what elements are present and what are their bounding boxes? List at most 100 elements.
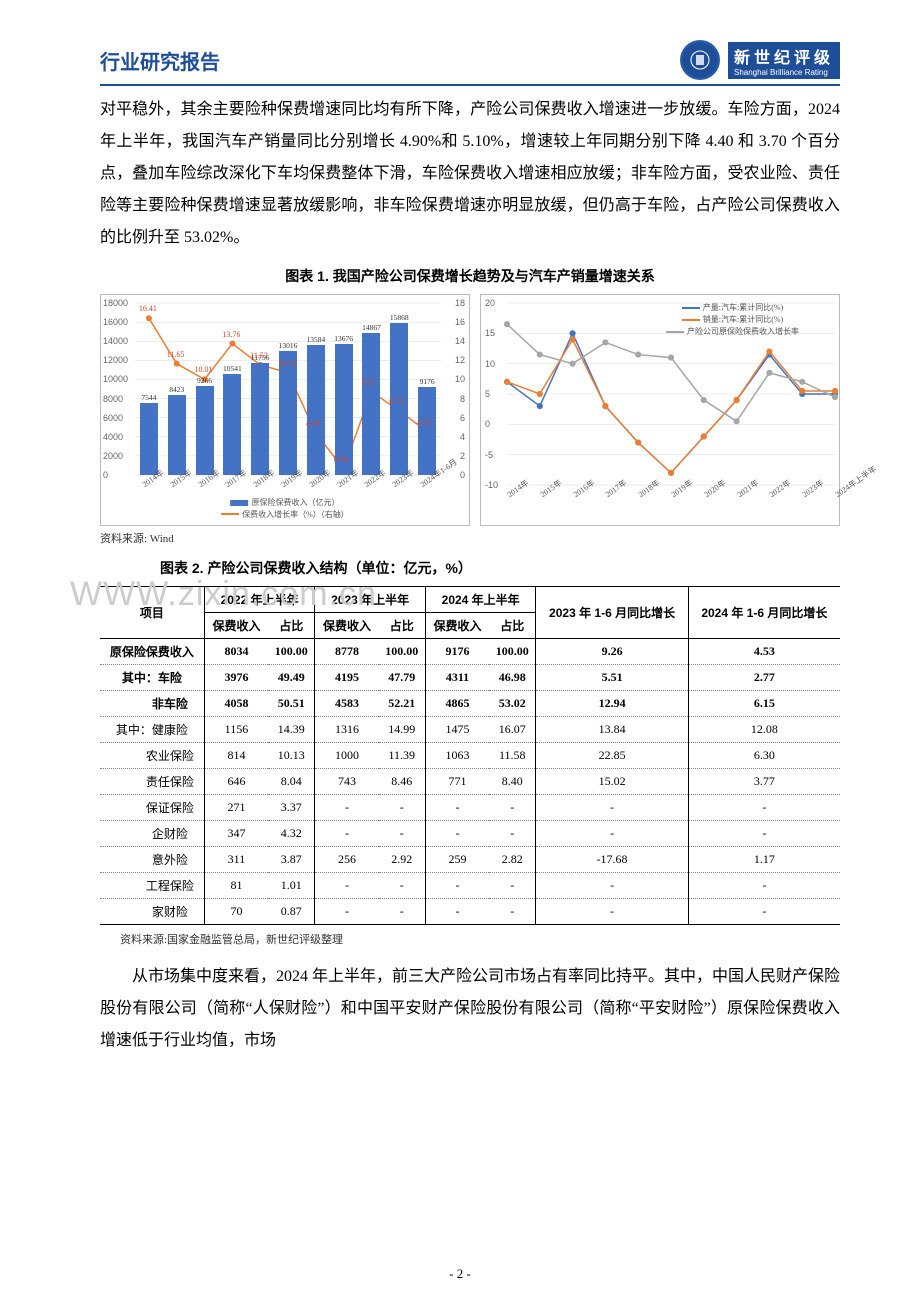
y-tick: -10: [485, 480, 498, 490]
cell-item: 其中：健康险: [100, 717, 204, 743]
cell-value: -: [379, 899, 426, 925]
table-row: 家财险700.87------: [100, 899, 840, 925]
y-right-tick: 12: [455, 355, 465, 365]
th-sub-ratio: 占比: [268, 613, 315, 639]
cell-value: 2.77: [688, 665, 840, 691]
cell-item: 农业保险: [100, 743, 204, 769]
bar-value-label: 13016: [275, 341, 301, 350]
cell-value: 11.58: [489, 743, 536, 769]
bar-value-label: 7544: [136, 393, 162, 402]
bar-value-label: 8423: [164, 385, 190, 394]
y-left-tick: 2000: [103, 451, 123, 461]
bar: [168, 395, 186, 475]
th-period: 2022 年上半年: [204, 587, 315, 613]
cell-value: 53.02: [489, 691, 536, 717]
table-row: 意外险3113.872562.922592.82-17.681.17: [100, 847, 840, 873]
cell-value: 347: [204, 821, 268, 847]
cell-value: 814: [204, 743, 268, 769]
y-right-tick: 2: [460, 451, 465, 461]
premium-structure-table: 项目2022 年上半年2023 年上半年2024 年上半年2023 年 1-6 …: [100, 586, 840, 925]
cell-value: 70: [204, 899, 268, 925]
cell-value: 100.00: [379, 639, 426, 665]
th-sub-ratio: 占比: [379, 613, 426, 639]
cell-value: 2.82: [489, 847, 536, 873]
table-row: 责任保险6468.047438.467718.4015.023.77: [100, 769, 840, 795]
cell-value: -: [315, 821, 379, 847]
th-sub-premium: 保费收入: [425, 613, 489, 639]
cell-value: 3.77: [688, 769, 840, 795]
brand-logo-icon: [680, 40, 720, 80]
y-left-tick: 6000: [103, 413, 123, 423]
paragraph-1: 对平稳外，其余主要险种保费增速同比均有所下降，产险公司保费收入增速进一步放缓。车…: [100, 94, 840, 254]
cell-value: 0.87: [268, 899, 315, 925]
bar-value-label: 10541: [219, 364, 245, 373]
cell-value: 1475: [425, 717, 489, 743]
cell-item: 非车险: [100, 691, 204, 717]
cell-value: 14.39: [268, 717, 315, 743]
bar: [279, 351, 297, 475]
cell-value: 8778: [315, 639, 379, 665]
table-row: 非车险405850.51458352.21486553.0212.946.15: [100, 691, 840, 717]
bar-value-label: 9266: [192, 376, 218, 385]
cell-item: 责任保险: [100, 769, 204, 795]
cell-value: -: [688, 821, 840, 847]
page-header: 行业研究报告 新世纪评级 Shanghai Brilliance Rating: [100, 40, 840, 86]
cell-value: 100.00: [268, 639, 315, 665]
line-value-label: 4.36: [306, 419, 320, 428]
cell-value: -: [425, 873, 489, 899]
cell-value: -: [489, 873, 536, 899]
bar: [251, 363, 269, 475]
cell-value: -: [489, 795, 536, 821]
cell-value: 8034: [204, 639, 268, 665]
y-right-tick: 8: [460, 394, 465, 404]
cell-value: 8.40: [489, 769, 536, 795]
cell-value: -: [379, 795, 426, 821]
bar: [140, 403, 158, 475]
y-left-tick: 10000: [103, 374, 128, 384]
figure1-source: 资料来源: Wind: [100, 530, 840, 546]
cell-value: -: [688, 899, 840, 925]
cell-value: 2.92: [379, 847, 426, 873]
cell-value: 15.02: [536, 769, 688, 795]
bar: [362, 333, 380, 475]
table-row: 其中：健康险115614.39131614.99147516.0713.8412…: [100, 717, 840, 743]
y-right-tick: 4: [460, 432, 465, 442]
cell-item: 其中：车险: [100, 665, 204, 691]
cell-value: 13.84: [536, 717, 688, 743]
cell-value: 1000: [315, 743, 379, 769]
y-right-tick: 18: [455, 298, 465, 308]
y-right-tick: 6: [460, 413, 465, 423]
paragraph-2: 从市场集中度来看，2024 年上半年，前三大产险公司市场占有率同比持平。其中，中…: [100, 961, 840, 1057]
cell-value: 47.79: [379, 665, 426, 691]
cell-value: 3.87: [268, 847, 315, 873]
y-left-tick: 14000: [103, 336, 128, 346]
cell-value: 4.32: [268, 821, 315, 847]
cell-value: -: [489, 899, 536, 925]
cell-value: 10.13: [268, 743, 315, 769]
cell-value: 50.51: [268, 691, 315, 717]
cell-value: 9.26: [536, 639, 688, 665]
cell-value: -: [688, 795, 840, 821]
cell-value: 1156: [204, 717, 268, 743]
brand-name-cn: 新世纪评级: [734, 44, 834, 68]
th-sub-premium: 保费收入: [204, 613, 268, 639]
bar-value-label: 15868: [386, 313, 412, 322]
cell-value: 4058: [204, 691, 268, 717]
table-row: 企财险3474.32------: [100, 821, 840, 847]
table-row: 农业保险81410.13100011.39106311.5822.856.30: [100, 743, 840, 769]
cell-value: 311: [204, 847, 268, 873]
y-tick: -5: [485, 450, 493, 460]
cell-value: 259: [425, 847, 489, 873]
cell-value: 5.51: [536, 665, 688, 691]
cell-value: 4311: [425, 665, 489, 691]
cell-value: -: [536, 795, 688, 821]
th-period: 2023 年上半年: [315, 587, 426, 613]
cell-value: -: [379, 821, 426, 847]
y-tick: 0: [485, 419, 490, 429]
chart-bar-line: 0200040006000800010000120001400016000180…: [100, 294, 470, 526]
cell-value: 52.21: [379, 691, 426, 717]
cell-value: 1.17: [688, 847, 840, 873]
th-sub-ratio: 占比: [489, 613, 536, 639]
line-value-label: 8.71: [361, 378, 375, 387]
cell-value: 22.85: [536, 743, 688, 769]
